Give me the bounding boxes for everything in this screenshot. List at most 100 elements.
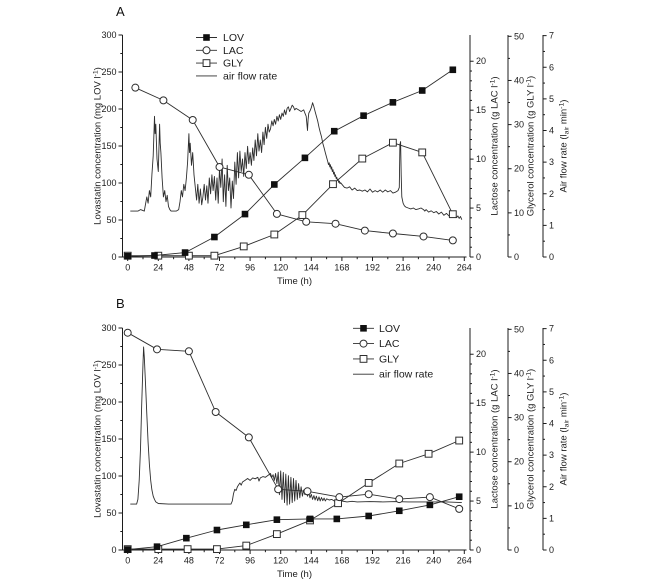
legend-label: LOV bbox=[379, 323, 400, 335]
series-GLY bbox=[123, 138, 457, 260]
right1-tick-label: 5 bbox=[476, 496, 481, 506]
left-tick-label: 200 bbox=[101, 397, 116, 407]
legend-label: LAC bbox=[223, 45, 244, 57]
right1-axis-title: Lactose concentration (g LAC l-1) bbox=[490, 76, 501, 215]
left-tick-label: 100 bbox=[101, 178, 116, 188]
left-tick-label: 0 bbox=[111, 545, 116, 555]
right3-tick-label: 5 bbox=[549, 94, 554, 104]
right2-tick-label: 0 bbox=[514, 252, 519, 262]
right3-tick-label: 1 bbox=[549, 220, 554, 230]
legend-label: air flow rate bbox=[379, 369, 433, 381]
right3-axis-title: Air flow rate (lair min-1) bbox=[559, 100, 571, 193]
x-axis bbox=[122, 256, 467, 261]
right3-tick-label: 5 bbox=[549, 387, 554, 397]
left-tick-label: 150 bbox=[101, 434, 116, 444]
x-axis-title: Time (h) bbox=[277, 276, 312, 287]
right1-axis-title: Lactose concentration (g LAC l-1) bbox=[490, 369, 501, 508]
right3-tick-label: 1 bbox=[549, 513, 554, 523]
x-tick-label: 216 bbox=[396, 263, 411, 273]
right3-tick-label: 7 bbox=[549, 31, 554, 41]
legend-label: GLY bbox=[379, 353, 399, 365]
right1-axis bbox=[469, 328, 474, 551]
right1-tick-label: 20 bbox=[476, 56, 486, 66]
right1-tick-label: 20 bbox=[476, 349, 486, 359]
right2-tick-label: 40 bbox=[514, 75, 524, 85]
panel-a-label: A bbox=[116, 4, 125, 19]
legend bbox=[353, 325, 374, 375]
right2-axis bbox=[507, 35, 512, 258]
right3-tick-label: 3 bbox=[549, 450, 554, 460]
series-air-flow-rate bbox=[130, 102, 463, 220]
series-LOV bbox=[124, 493, 463, 553]
right3-tick-label: 7 bbox=[549, 324, 554, 334]
right3-tick-label: 6 bbox=[549, 62, 554, 72]
right2-tick-label: 30 bbox=[514, 120, 524, 130]
x-tick-label: 72 bbox=[214, 556, 224, 566]
left-tick-label: 50 bbox=[106, 508, 116, 518]
x-tick-label: 96 bbox=[245, 556, 255, 566]
left-axis bbox=[118, 34, 123, 258]
right3-tick-label: 3 bbox=[549, 157, 554, 167]
right3-axis bbox=[542, 35, 547, 258]
legend-label: LAC bbox=[379, 338, 400, 350]
right1-tick-label: 10 bbox=[476, 154, 486, 164]
x-tick-label: 24 bbox=[153, 556, 163, 566]
right2-axis-title: Glycerol concentration (g GLY l-1) bbox=[526, 76, 537, 216]
right3-axis bbox=[542, 328, 547, 551]
x-tick-label: 72 bbox=[214, 263, 224, 273]
x-axis bbox=[122, 549, 467, 554]
left-tick-label: 250 bbox=[101, 360, 116, 370]
right3-tick-label: 2 bbox=[549, 482, 554, 492]
legend-label: air flow rate bbox=[223, 70, 277, 82]
right3-tick-label: 0 bbox=[549, 545, 554, 555]
right3-tick-label: 4 bbox=[549, 419, 554, 429]
right1-tick-label: 10 bbox=[476, 447, 486, 457]
right2-tick-label: 10 bbox=[514, 501, 524, 511]
left-axis-title: Lovastatin concentration (mg LOV l-1) bbox=[93, 360, 104, 518]
right2-tick-label: 40 bbox=[514, 368, 524, 378]
x-tick-label: 144 bbox=[304, 263, 319, 273]
x-tick-label: 192 bbox=[365, 263, 380, 273]
x-tick-label: 240 bbox=[426, 556, 441, 566]
right3-tick-label: 6 bbox=[549, 355, 554, 365]
x-tick-label: 192 bbox=[365, 556, 380, 566]
series-air-flow-rate bbox=[130, 346, 462, 506]
left-tick-label: 100 bbox=[101, 471, 116, 481]
left-tick-label: 50 bbox=[106, 215, 116, 225]
right3-tick-label: 4 bbox=[549, 126, 554, 136]
series-LOV bbox=[124, 66, 457, 260]
right1-tick-label: 15 bbox=[476, 105, 486, 115]
x-tick-label: 0 bbox=[125, 263, 130, 273]
series-LAC bbox=[123, 328, 464, 513]
right1-tick-label: 5 bbox=[476, 203, 481, 213]
left-tick-label: 200 bbox=[101, 104, 116, 114]
series-GLY bbox=[123, 436, 464, 554]
x-tick-label: 168 bbox=[334, 556, 349, 566]
right2-tick-label: 0 bbox=[514, 545, 519, 555]
panel-b-label: B bbox=[116, 296, 125, 311]
left-tick-label: 300 bbox=[101, 30, 116, 40]
x-tick-label: 120 bbox=[273, 556, 288, 566]
x-tick-label: 144 bbox=[304, 556, 319, 566]
legend-label: GLY bbox=[223, 58, 243, 70]
x-tick-label: 48 bbox=[184, 556, 194, 566]
x-tick-label: 96 bbox=[245, 263, 255, 273]
right2-axis bbox=[507, 328, 512, 551]
left-axis bbox=[118, 327, 123, 551]
right2-tick-label: 20 bbox=[514, 457, 524, 467]
right1-axis bbox=[469, 35, 474, 258]
x-tick-label: 24 bbox=[153, 263, 163, 273]
x-tick-label: 120 bbox=[273, 263, 288, 273]
left-tick-label: 150 bbox=[101, 141, 116, 151]
right2-tick-label: 50 bbox=[514, 31, 524, 41]
right2-tick-label: 20 bbox=[514, 164, 524, 174]
left-tick-label: 0 bbox=[111, 252, 116, 262]
right1-tick-label: 0 bbox=[476, 545, 481, 555]
x-tick-label: 48 bbox=[184, 263, 194, 273]
right3-tick-label: 0 bbox=[549, 252, 554, 262]
x-tick-label: 216 bbox=[396, 556, 411, 566]
left-tick-label: 300 bbox=[101, 323, 116, 333]
